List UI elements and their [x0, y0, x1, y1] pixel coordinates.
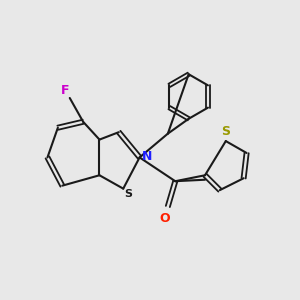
Text: S: S: [124, 189, 133, 199]
Text: F: F: [61, 83, 70, 97]
Text: N: N: [142, 150, 152, 163]
Text: O: O: [159, 212, 169, 225]
Text: S: S: [221, 124, 230, 137]
